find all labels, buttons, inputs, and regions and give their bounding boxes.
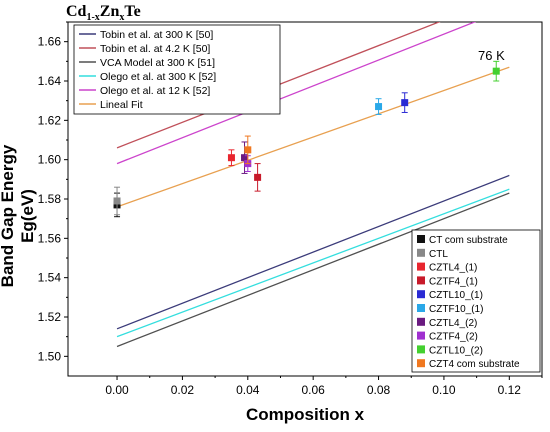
- data-point: [244, 146, 252, 154]
- y-tick-label: 1.66: [38, 35, 62, 49]
- legend-point-swatch: [417, 331, 425, 340]
- legend-point-swatch: [417, 317, 425, 326]
- y-tick-label: 1.58: [38, 192, 62, 206]
- legend-point-label: CT com substrate: [429, 235, 508, 246]
- data-point: [492, 67, 500, 75]
- legend-point-swatch: [417, 290, 425, 299]
- legend-line-label: Olego et al. at 300 K [52]: [100, 71, 216, 83]
- x-tick-label: 0.06: [301, 383, 325, 397]
- y-tick-label: 1.60: [38, 153, 62, 167]
- legend-point-label: CZTL4_(2): [429, 318, 477, 329]
- x-tick-label: 0.08: [367, 383, 391, 397]
- legend-point-label: CZT4 com substrate: [429, 359, 520, 370]
- legend-points-box: [411, 229, 541, 373]
- x-tick-label: 0.04: [236, 383, 260, 397]
- data-point: [227, 154, 235, 162]
- legend-point-swatch: [417, 248, 425, 257]
- x-tick-label: 0.02: [171, 383, 195, 397]
- legend-line-label: Tobin et al. at 300 K [50]: [100, 29, 213, 41]
- y-tick-label: 1.56: [38, 231, 62, 245]
- y-tick-label: 1.52: [38, 310, 62, 324]
- legend-point-swatch: [417, 345, 425, 354]
- legend-point-label: CZTL10_(1): [429, 290, 483, 301]
- series-line: [116, 22, 477, 165]
- y-axis-label: Band Gap Energy Eg(eV): [0, 144, 37, 288]
- legend-point-swatch: [417, 276, 425, 285]
- x-tick-label: 0.00: [105, 383, 129, 397]
- legend-point-label: CZTF10_(1): [429, 304, 483, 315]
- x-tick-label: 0.10: [432, 383, 456, 397]
- y-tick-label: 1.62: [38, 113, 62, 127]
- legend-point-label: CZTF4_(2): [429, 332, 478, 343]
- data-point: [241, 154, 249, 162]
- legend-point-label: CZTL4_(1): [429, 263, 477, 274]
- series-line: [116, 66, 510, 208]
- legend-point-swatch: [417, 235, 425, 243]
- data-point: [254, 173, 262, 181]
- series-line: [116, 174, 510, 330]
- legend-line-label: VCA Model at 300 K [51]: [100, 57, 215, 69]
- x-tick-label: 0.12: [498, 383, 522, 397]
- legend-point-swatch: [417, 304, 425, 312]
- chart-title: Cd1-xZnxTe: [66, 3, 141, 24]
- legend-line-label: Olego et al. at 12 K [52]: [100, 85, 210, 97]
- series-lines: [116, 22, 510, 348]
- series-line: [116, 188, 510, 338]
- y-tick-label: 1.54: [38, 271, 62, 285]
- y-tick-label: 1.50: [38, 349, 62, 363]
- series-line: [116, 192, 510, 348]
- series-line: [116, 22, 441, 149]
- legend-lines-box: [73, 24, 281, 115]
- data-point: [375, 103, 383, 111]
- data-point: [113, 197, 121, 205]
- temperature-annotation: 76 K: [478, 48, 505, 63]
- legend-point-swatch: [417, 262, 425, 271]
- data-point: [401, 99, 409, 107]
- legend-line-label: Lineal Fit: [100, 99, 143, 111]
- y-tick-label: 1.64: [38, 74, 62, 88]
- legend-point-label: CZTF4_(1): [429, 276, 478, 287]
- legend-point-label: CZTL10_(2): [429, 345, 483, 356]
- legend-point-label: CTL: [429, 249, 448, 260]
- legend-point-swatch: [417, 359, 425, 368]
- x-axis-label: Composition x: [245, 405, 365, 424]
- legend-line-label: Tobin et al. at 4.2 K [50]: [100, 43, 210, 55]
